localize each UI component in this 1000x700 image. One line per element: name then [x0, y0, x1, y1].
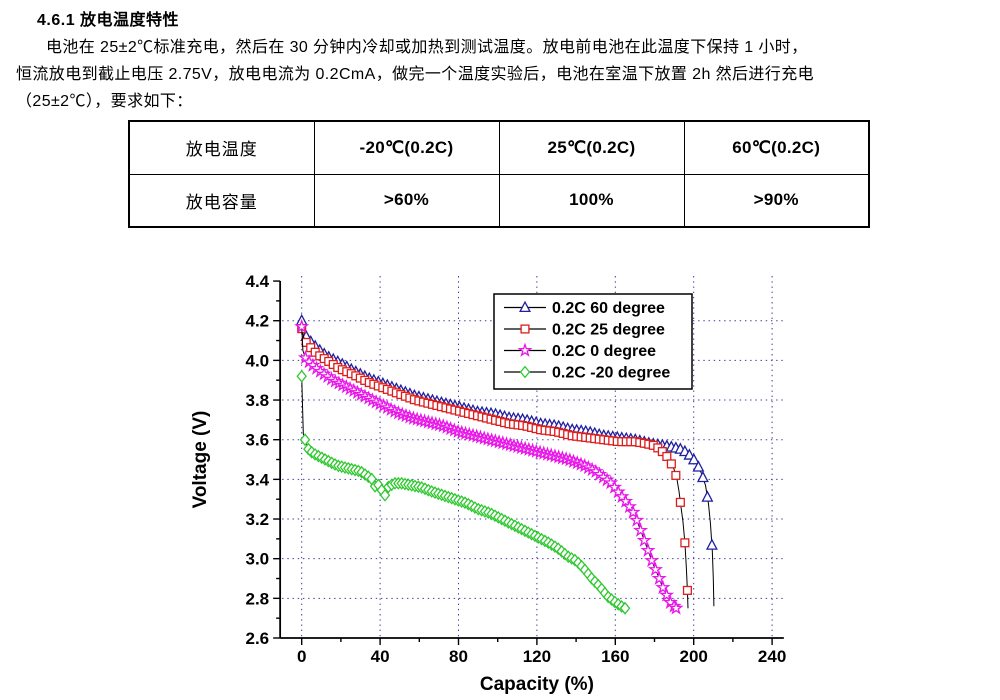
section-heading: 4.6.1 放电温度特性 [37, 12, 180, 29]
svg-text:3.8: 3.8 [245, 391, 269, 410]
series-0.2C--20-degree [296, 369, 631, 615]
table-cell: -20℃(0.2C) [313, 120, 500, 175]
svg-text:3.4: 3.4 [245, 470, 269, 489]
svg-text:4.0: 4.0 [245, 351, 269, 370]
svg-text:Capacity (%): Capacity (%) [480, 674, 594, 695]
discharge-spec-table: 放电温度 -20℃(0.2C) 25℃(0.2C) 60℃(0.2C) 放电容量… [128, 120, 870, 228]
svg-text:160: 160 [601, 647, 629, 666]
paragraph-line: 恒流放电到截止电压 2.75V，放电电流为 0.2CmA，做完一个温度实验后，电… [16, 66, 814, 83]
table-row: 放电容量 >60% 100% >90% [128, 173, 870, 228]
svg-text:40: 40 [371, 647, 390, 666]
series-0.2C-25-degree [297, 324, 692, 609]
svg-text:120: 120 [523, 647, 551, 666]
series-0.2C-0-degree [294, 318, 684, 615]
table-cell: >60% [313, 173, 500, 228]
svg-text:4.4: 4.4 [245, 272, 269, 291]
svg-text:80: 80 [449, 647, 468, 666]
svg-text:0: 0 [297, 647, 306, 666]
table-row: 放电温度 -20℃(0.2C) 25℃(0.2C) 60℃(0.2C) [128, 120, 870, 175]
svg-text:0.2C -20 degree: 0.2C -20 degree [552, 365, 670, 382]
svg-text:0.2C 25 degree: 0.2C 25 degree [552, 322, 665, 339]
paragraph-line: 电池在 25±2℃标准充电，然后在 30 分钟内冷却或加热到测试温度。放电前电池… [46, 39, 808, 56]
svg-text:0.2C 0 degree: 0.2C 0 degree [552, 343, 656, 360]
paragraph-line: （25±2℃），要求如下： [16, 93, 193, 110]
body-paragraph: 电池在 25±2℃标准充电，然后在 30 分钟内冷却或加热到测试温度。放电前电池… [16, 34, 991, 115]
table-cell: 25℃(0.2C) [498, 120, 685, 175]
table-cell: 放电温度 [128, 120, 315, 175]
table-cell: 放电容量 [128, 173, 315, 228]
svg-text:2.8: 2.8 [245, 589, 269, 608]
svg-text:0.2C 60 degree: 0.2C 60 degree [552, 300, 665, 317]
svg-text:200: 200 [680, 647, 708, 666]
discharge-curve-chart: 0 40 80 120 160 200 240 2.6 2.8 3.0 3.2 3.4 3.6 3.8 4.… [180, 250, 810, 700]
table-cell: 60℃(0.2C) [683, 120, 870, 175]
voltage-capacity-plot: 0 40 80 120 160 200 240 2.6 2.8 3.0 3.2 3.4 3.6 3.8 4.… [190, 272, 786, 695]
svg-text:3.6: 3.6 [245, 431, 269, 450]
svg-text:3.0: 3.0 [245, 550, 269, 569]
svg-text:240: 240 [758, 647, 786, 666]
svg-text:Voltage (V): Voltage (V) [190, 411, 211, 509]
table-cell: >90% [683, 173, 870, 228]
table-cell: 100% [498, 173, 685, 228]
svg-text:2.6: 2.6 [245, 629, 269, 648]
svg-text:3.2: 3.2 [245, 510, 269, 529]
svg-text:4.2: 4.2 [245, 312, 269, 331]
chart-legend: 0.2C 60 degree 0.2C 25 degree 0.2C 0 degre… [493, 293, 693, 390]
